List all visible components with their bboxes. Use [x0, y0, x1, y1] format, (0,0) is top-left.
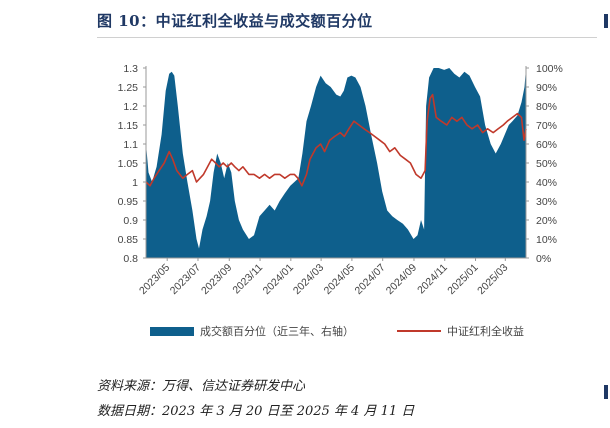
- y-right-tick-label: 90%: [536, 82, 557, 94]
- y-left-tick-label: 0.9: [123, 215, 138, 227]
- y-left-tick-label: 1.1: [123, 139, 138, 151]
- y-right-tick-label: 60%: [536, 139, 557, 151]
- legend-area-swatch: [150, 326, 194, 336]
- y-right-tick-label: 0%: [536, 253, 551, 265]
- x-tick-label: 2023/11: [230, 262, 265, 297]
- x-tick-label: 2024/07: [352, 262, 387, 297]
- y-left-tick-label: 0.95: [118, 196, 139, 208]
- edge-marker-bottom: [604, 385, 608, 399]
- x-tick-label: 2023/07: [168, 262, 203, 297]
- y-left-tick-label: 1.15: [118, 120, 139, 132]
- area-layer: [146, 68, 526, 258]
- x-tick-label: 2023/05: [137, 262, 172, 297]
- x-tick-label: 2024/09: [384, 262, 419, 297]
- y-right-tick-label: 20%: [536, 215, 557, 227]
- y-left-tick-label: 1.2: [123, 101, 138, 113]
- y-left-tick-label: 1.3: [123, 63, 138, 75]
- legend-line-swatch: [397, 330, 441, 332]
- y-right-tick-label: 10%: [536, 234, 557, 246]
- y-right-tick-label: 70%: [536, 120, 557, 132]
- x-tick-label: 2024/03: [291, 262, 326, 297]
- x-tick-label: 2025/01: [445, 262, 480, 297]
- title-divider: [97, 37, 597, 38]
- x-tick-label: 2025/03: [475, 262, 510, 297]
- y-left-tick-label: 0.8: [123, 253, 138, 265]
- date-note: 数据日期：2023 年 3 月 20 日至 2025 年 4 月 11 日: [97, 404, 415, 419]
- line-layer: [145, 93, 527, 187]
- y-left-tick-label: 1.05: [118, 158, 139, 170]
- y-right-tick-label: 100%: [536, 63, 563, 75]
- y-right-tick-label: 80%: [536, 101, 557, 113]
- y-right-tick-label: 30%: [536, 196, 557, 208]
- turnover-percentile-area: [146, 68, 526, 258]
- edge-marker: [604, 14, 608, 28]
- x-tick-label: 2023/09: [199, 262, 234, 297]
- legend-item-turnover: 成交额百分位（近三年、右轴）: [150, 323, 354, 339]
- x-tick-label: 2024/05: [322, 262, 357, 297]
- dividend-total-return-line: [145, 93, 527, 187]
- x-tick-label: 2024/01: [261, 262, 296, 297]
- legend-label-turnover: 成交额百分位（近三年、右轴）: [200, 325, 354, 338]
- y-right-tick-label: 50%: [536, 158, 557, 170]
- legend-label-index: 中证红利全收益: [447, 325, 524, 338]
- y-left-tick-label: 1: [132, 177, 138, 189]
- legend-item-index: 中证红利全收益: [397, 323, 524, 339]
- source-note: 资料来源：万得、信达证券研发中心: [97, 379, 306, 394]
- y-left-tick-label: 0.85: [118, 234, 139, 246]
- y-right-tick-label: 40%: [536, 177, 557, 189]
- figure-title: 图 10：中证红利全收益与成交额百分位: [97, 12, 373, 30]
- legend: 成交额百分位（近三年、右轴） 中证红利全收益: [150, 323, 570, 339]
- x-tick-label: 2024/11: [415, 262, 450, 297]
- y-left-tick-label: 1.25: [118, 82, 139, 94]
